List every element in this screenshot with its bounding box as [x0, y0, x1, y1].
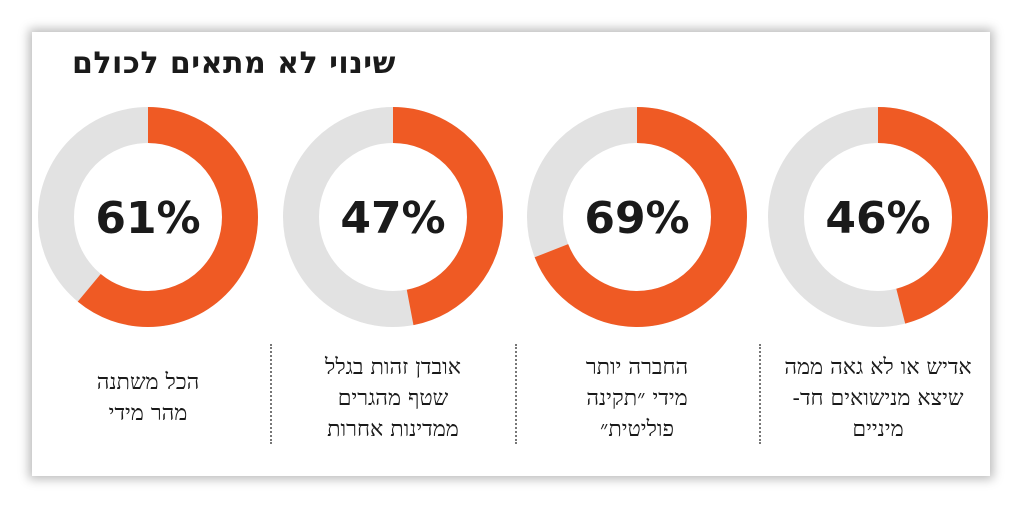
- donut-caption: אובדן זהות בגלל שטף מהגרים ממדינות אחרות: [325, 355, 461, 442]
- donut-value-label: 69%: [584, 193, 689, 244]
- donut-chart-2: 47%: [283, 107, 503, 327]
- column-divider: [759, 344, 763, 444]
- column-divider: [270, 344, 274, 444]
- donut-value-label: 61%: [95, 193, 200, 244]
- donut-value-label: 47%: [340, 193, 445, 244]
- donut-chart-3: 69%: [527, 107, 747, 327]
- chart-title: שינוי לא מתאים לכולם: [72, 46, 396, 81]
- donut-caption: הכל משתנה מהר מידי: [96, 370, 200, 426]
- donut-segment: [768, 107, 988, 327]
- donut-caption: החברה יותר מידי ״תקינה פוליטית״: [585, 355, 689, 442]
- donut-segment: [38, 107, 258, 327]
- donut-caption: אדיש או לא גאה ממה שיצא מנישואים חד- מינ…: [784, 355, 972, 442]
- donut-chart-4: 46%: [768, 107, 988, 327]
- donut-chart-1: 61%: [38, 107, 258, 327]
- infographic-card: שינוי לא מתאים לכולם 61% הכל משתנה מהר מי…: [32, 32, 990, 476]
- donut-value-label: 46%: [825, 193, 930, 244]
- donut-segment: [527, 107, 747, 327]
- donut-segment: [283, 107, 503, 327]
- column-divider: [515, 344, 519, 444]
